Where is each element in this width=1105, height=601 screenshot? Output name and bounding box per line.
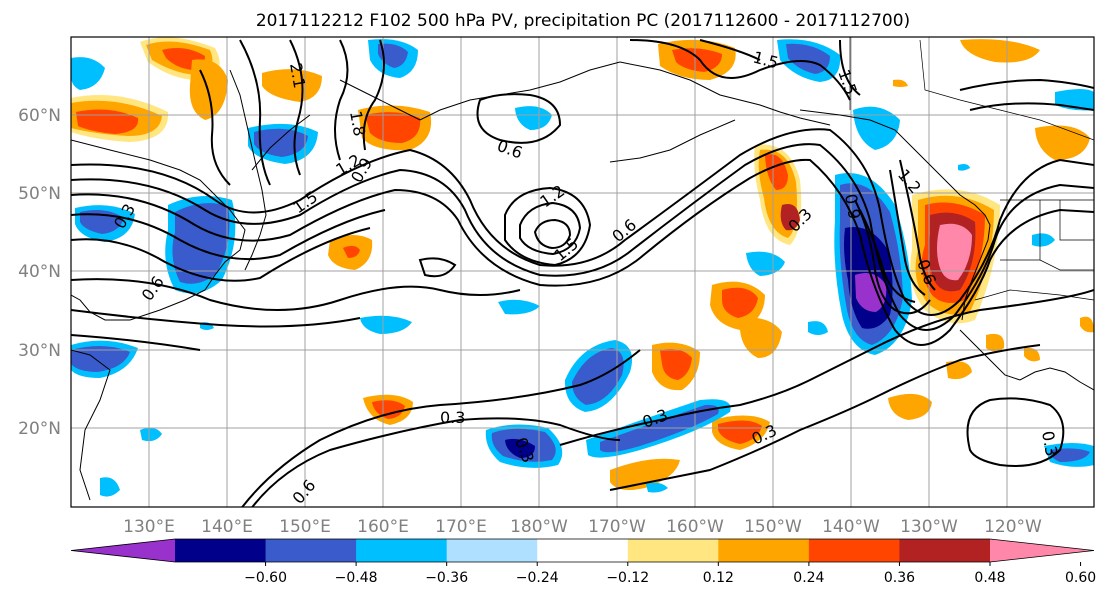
colorbar-tick-label: −0.36 (425, 570, 468, 586)
colorbar-tick-label: 0.24 (793, 570, 824, 586)
colorbar-swatch (899, 539, 991, 562)
contour-label: 0.3 (440, 408, 465, 427)
lon-label: 150°E (279, 517, 331, 537)
colorbar-swatch (627, 539, 719, 562)
colorbar-swatch (718, 539, 810, 562)
map-panel: 2.1 1.8 1.5 1.2 0.9 0.6 0.3 0.3 0.3 0.3 … (70, 36, 1095, 508)
colorbar-swatch (446, 539, 538, 562)
colorbar-tick-label: −0.48 (335, 570, 378, 586)
pv-contours (71, 39, 1094, 507)
colorbar-tick-label: −0.60 (244, 570, 287, 586)
colorbar-extend-low (71, 539, 175, 562)
lon-label: 160°W (666, 517, 724, 537)
lon-label: 150°W (744, 517, 802, 537)
lon-label: 140°E (201, 517, 253, 537)
map-frame (70, 36, 1095, 508)
political-boundaries (849, 37, 1094, 301)
colorbar-tick-label: 0.36 (884, 570, 915, 586)
longitude-labels: 130°E 140°E 150°E 160°E 170°E 180°W 170°… (123, 517, 1042, 537)
lon-label: 170°W (588, 517, 646, 537)
lat-label: 20°N (18, 419, 61, 439)
colorbar-outline (70, 538, 1095, 563)
lat-label: 40°N (18, 262, 61, 282)
colorbar-tick-label: −0.24 (516, 570, 559, 586)
colorbar-swatch (537, 539, 629, 562)
colorbar-tick-label: 0.48 (974, 570, 1005, 586)
lon-label: 180°W (510, 517, 568, 537)
lon-label: 130°E (123, 517, 175, 537)
contour-label: 0.9 (841, 192, 864, 220)
lon-label: 160°E (357, 517, 409, 537)
map-title: 2017112212 F102 500 hPa PV, precipitatio… (256, 11, 910, 31)
contour-label: 2.1 (286, 61, 309, 89)
lon-label: 120°W (984, 517, 1042, 537)
latitude-labels: 60°N 50°N 40°N 30°N 20°N (18, 106, 61, 439)
colorbar-tick-label: 0.60 (1065, 570, 1096, 586)
contour-label: 0.3 (1038, 429, 1061, 457)
lat-label: 30°N (18, 341, 61, 361)
colorbar-swatch (356, 539, 448, 562)
contour-label: 1.8 (346, 109, 369, 137)
lon-label: 170°E (435, 517, 487, 537)
lat-label: 50°N (18, 184, 61, 204)
colorbar-swatch (808, 539, 900, 562)
colorbar-swatch (175, 539, 267, 562)
colorbar-swatch (265, 539, 357, 562)
map-gridlines (71, 37, 1094, 507)
precip-positive-shading (71, 37, 1094, 490)
lat-label: 60°N (18, 106, 61, 126)
lon-label: 130°W (900, 517, 958, 537)
lon-label: 140°W (822, 517, 880, 537)
colorbar-tick-label: 0.12 (703, 570, 734, 586)
colorbar: −0.60 −0.48 −0.36 −0.24 −0.12 0.12 0.24 0.36 0.4… (70, 538, 1096, 586)
colorbar-extend-high (990, 539, 1094, 562)
colorbar-tick-label: −0.12 (606, 570, 649, 586)
